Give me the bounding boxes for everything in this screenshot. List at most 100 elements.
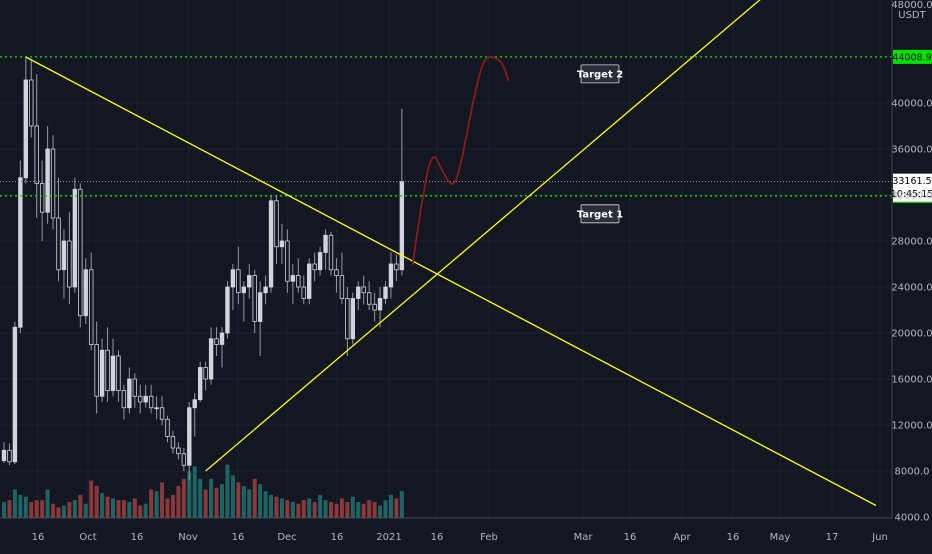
volume-bar	[100, 493, 105, 518]
time-axis[interactable]: 16 Oct 16 Nov 16 Dec 16 2021 16 Feb Mar 16 Apr 16 May 1…	[0, 517, 892, 543]
volume-bar	[72, 500, 77, 518]
volume-bar	[214, 487, 219, 518]
volume-bar	[198, 478, 203, 518]
candle-body	[110, 355, 116, 391]
candle	[339, 252, 345, 305]
candle-body	[296, 275, 301, 288]
candle-body	[230, 269, 236, 288]
candle	[45, 126, 50, 224]
volume-bar	[356, 501, 361, 518]
volume-bar	[225, 464, 230, 518]
volume-bar	[132, 498, 137, 518]
volume-bar	[220, 484, 224, 518]
x-tick-label: Mar	[574, 532, 594, 543]
target-tag-box	[580, 204, 620, 224]
candle	[187, 402, 192, 481]
candle-body	[274, 200, 279, 248]
candle	[148, 384, 154, 414]
candle-body	[45, 148, 50, 213]
candle-body	[214, 338, 219, 345]
candle-body	[306, 263, 312, 299]
candle-body	[159, 407, 165, 420]
y-tick-label: 28000.0	[891, 237, 932, 248]
x-tick-label: Apr	[673, 532, 691, 543]
candle	[72, 177, 78, 293]
candle	[18, 160, 23, 333]
candle	[89, 252, 94, 351]
candle-body	[197, 367, 203, 401]
volume-bar	[301, 500, 306, 518]
candle	[1, 442, 7, 463]
x-tick-label: Feb	[480, 532, 498, 543]
candle	[181, 448, 187, 471]
candle-body	[372, 303, 377, 311]
candle-body	[334, 269, 339, 276]
y-tick-label: 40000.0	[891, 99, 932, 110]
candle	[67, 212, 72, 305]
candle	[176, 442, 181, 460]
candle	[39, 160, 45, 241]
target-tag: Target 2	[577, 64, 623, 84]
candle	[274, 195, 279, 264]
y-tick-label: 16000.0	[891, 375, 932, 386]
volume-bar	[56, 507, 61, 518]
candle	[306, 258, 312, 305]
candle	[225, 281, 230, 339]
candle-body	[154, 407, 159, 410]
candle	[279, 223, 285, 264]
candle	[121, 384, 127, 420]
volume-bar	[61, 505, 66, 518]
candle-body	[241, 286, 246, 294]
y-tick-label: 20000.0	[891, 329, 932, 340]
candle-body	[301, 286, 306, 299]
volume-bar	[105, 496, 110, 518]
volume-bar	[312, 501, 317, 518]
volume-bar	[18, 494, 23, 518]
candle-body	[252, 275, 257, 322]
volume-bar	[89, 480, 94, 518]
candle	[203, 361, 208, 391]
candle-body	[328, 234, 334, 271]
candle-body	[285, 240, 290, 282]
volume-bar	[45, 489, 50, 518]
candle-body	[18, 177, 23, 328]
candle-body	[279, 240, 285, 248]
volume-bar	[187, 471, 192, 518]
volume-bar	[203, 489, 208, 518]
candle	[56, 177, 61, 282]
candle	[372, 292, 377, 322]
target-tag-label: Target 1	[577, 209, 623, 220]
level-axis-label: 44008.9	[892, 52, 931, 63]
volume-bar	[263, 491, 268, 518]
volume-bar	[252, 478, 257, 518]
price-axis[interactable]: 44008.931928.133161.510:45:154000.08000.…	[891, 0, 932, 524]
candle	[263, 275, 268, 305]
y-tick-label: 8000.0	[895, 467, 930, 478]
y-tick-label: 36000.0	[891, 145, 932, 156]
candles	[1, 57, 405, 481]
candle	[317, 246, 323, 276]
candle	[296, 258, 301, 293]
volume-bar	[29, 501, 34, 518]
candle	[312, 252, 317, 282]
candle-body	[138, 395, 143, 403]
volume-bar	[296, 503, 301, 518]
volume-bar	[23, 496, 28, 518]
candle	[268, 195, 274, 293]
candle	[165, 415, 170, 443]
volume-bar	[372, 501, 377, 518]
last-price-label: 33161.5	[892, 176, 931, 187]
volume-bar	[2, 501, 6, 518]
candle	[388, 252, 394, 299]
candle	[323, 229, 328, 270]
candle	[252, 269, 257, 333]
candle-body	[99, 349, 105, 397]
y-tick-label: 4000.0	[895, 513, 930, 524]
candle-body	[219, 332, 225, 345]
candle-body	[23, 79, 28, 179]
candle-body	[12, 326, 18, 463]
candle-body	[263, 286, 268, 294]
